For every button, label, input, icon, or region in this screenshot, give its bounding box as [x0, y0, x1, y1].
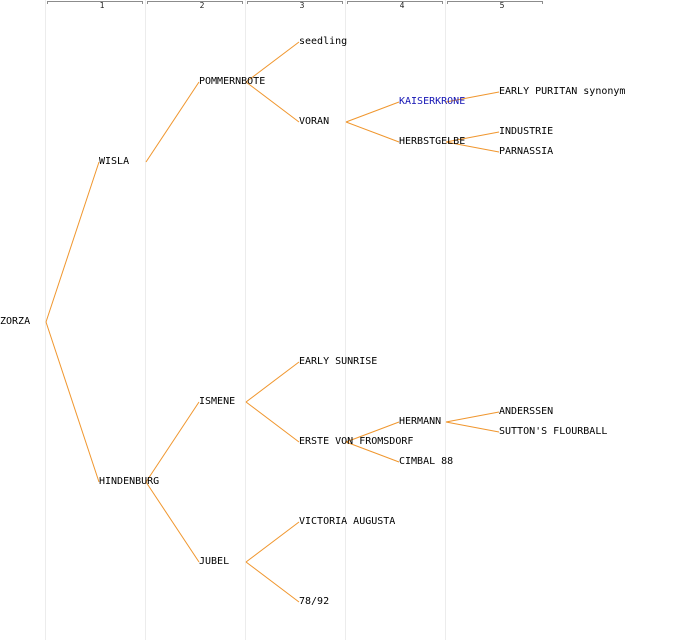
link-hermann-suttons_flourball — [445, 421, 500, 433]
column-number-1: 1 — [99, 1, 105, 10]
node-seedling[interactable]: seedling — [299, 36, 348, 47]
link-herbstgelbe-industrie — [445, 131, 500, 143]
node-hermann[interactable]: HERMANN — [399, 416, 442, 427]
node-early-puritan[interactable]: EARLY PURITAN synonym — [499, 86, 626, 97]
link-pommernbote-seedling — [245, 41, 300, 83]
node-early-sunrise[interactable]: EARLY SUNRISE — [299, 356, 378, 367]
link-voran-herbstgelbe — [345, 121, 400, 143]
node-cimbal-88[interactable]: CIMBAL 88 — [399, 456, 454, 467]
node-ismene[interactable]: ISMENE — [199, 396, 236, 407]
node-zorza[interactable]: ZORZA — [0, 316, 31, 327]
node-parnassia[interactable]: PARNASSIA — [499, 146, 554, 157]
node-herbstgelbe[interactable]: HERBSTGELBE — [399, 136, 466, 147]
column-rule-1 — [45, 0, 46, 640]
node-hindenburg[interactable]: HINDENBURG — [99, 476, 160, 487]
node-anderssen[interactable]: ANDERSSEN — [499, 406, 554, 417]
node-suttons-flourball[interactable]: SUTTON'S FLOURBALL — [499, 426, 608, 437]
node-industrie[interactable]: INDUSTRIE — [499, 126, 554, 137]
node-erste-von-fromsdorf[interactable]: ERSTE VON FROMSDORF — [299, 436, 414, 447]
link-kaiserkrone-early_puritan — [445, 91, 500, 103]
link-zorza-hindenburg — [45, 321, 100, 483]
link-hindenburg-jubel — [145, 481, 200, 563]
column-number-5: 5 — [499, 1, 505, 10]
node-jubel[interactable]: JUBEL — [199, 556, 230, 567]
link-jubel-n78_92 — [245, 561, 300, 603]
column-rule-3 — [245, 0, 246, 640]
link-pommernbote-voran — [245, 81, 300, 123]
column-rule-4 — [345, 0, 346, 640]
link-hindenburg-ismene — [145, 401, 200, 483]
link-hermann-anderssen — [445, 411, 500, 423]
link-herbstgelbe-parnassia — [445, 141, 500, 153]
column-bracket-5 — [447, 1, 543, 4]
column-bracket-2 — [147, 1, 243, 4]
link-wisla-pommernbote — [145, 81, 200, 163]
column-number-3: 3 — [299, 1, 305, 10]
node-voran[interactable]: VORAN — [299, 116, 330, 127]
column-bracket-1 — [47, 1, 143, 4]
node-pommernbote[interactable]: POMMERNBOTE — [199, 76, 266, 87]
column-rule-5 — [445, 0, 446, 640]
link-ismene-erste_von_fromsdorf — [245, 401, 300, 443]
column-rule-2 — [145, 0, 146, 640]
link-erste_von_fromsdorf-hermann — [345, 421, 400, 443]
column-bracket-3 — [247, 1, 343, 4]
column-bracket-4 — [347, 1, 443, 4]
node-wisla[interactable]: WISLA — [99, 156, 130, 167]
node-kaiserkrone[interactable]: KAISERKRONE — [399, 96, 466, 107]
link-voran-kaiserkrone — [345, 101, 400, 123]
node-victoria-augusta[interactable]: VICTORIA AUGUSTA — [299, 516, 396, 527]
link-ismene-early_sunrise — [245, 361, 300, 403]
link-zorza-wisla — [45, 161, 100, 323]
column-number-4: 4 — [399, 1, 405, 10]
link-jubel-victoria_augusta — [245, 521, 300, 563]
column-number-2: 2 — [199, 1, 205, 10]
link-erste_von_fromsdorf-cimbal_88 — [345, 441, 400, 463]
node-78-92[interactable]: 78/92 — [299, 596, 330, 607]
